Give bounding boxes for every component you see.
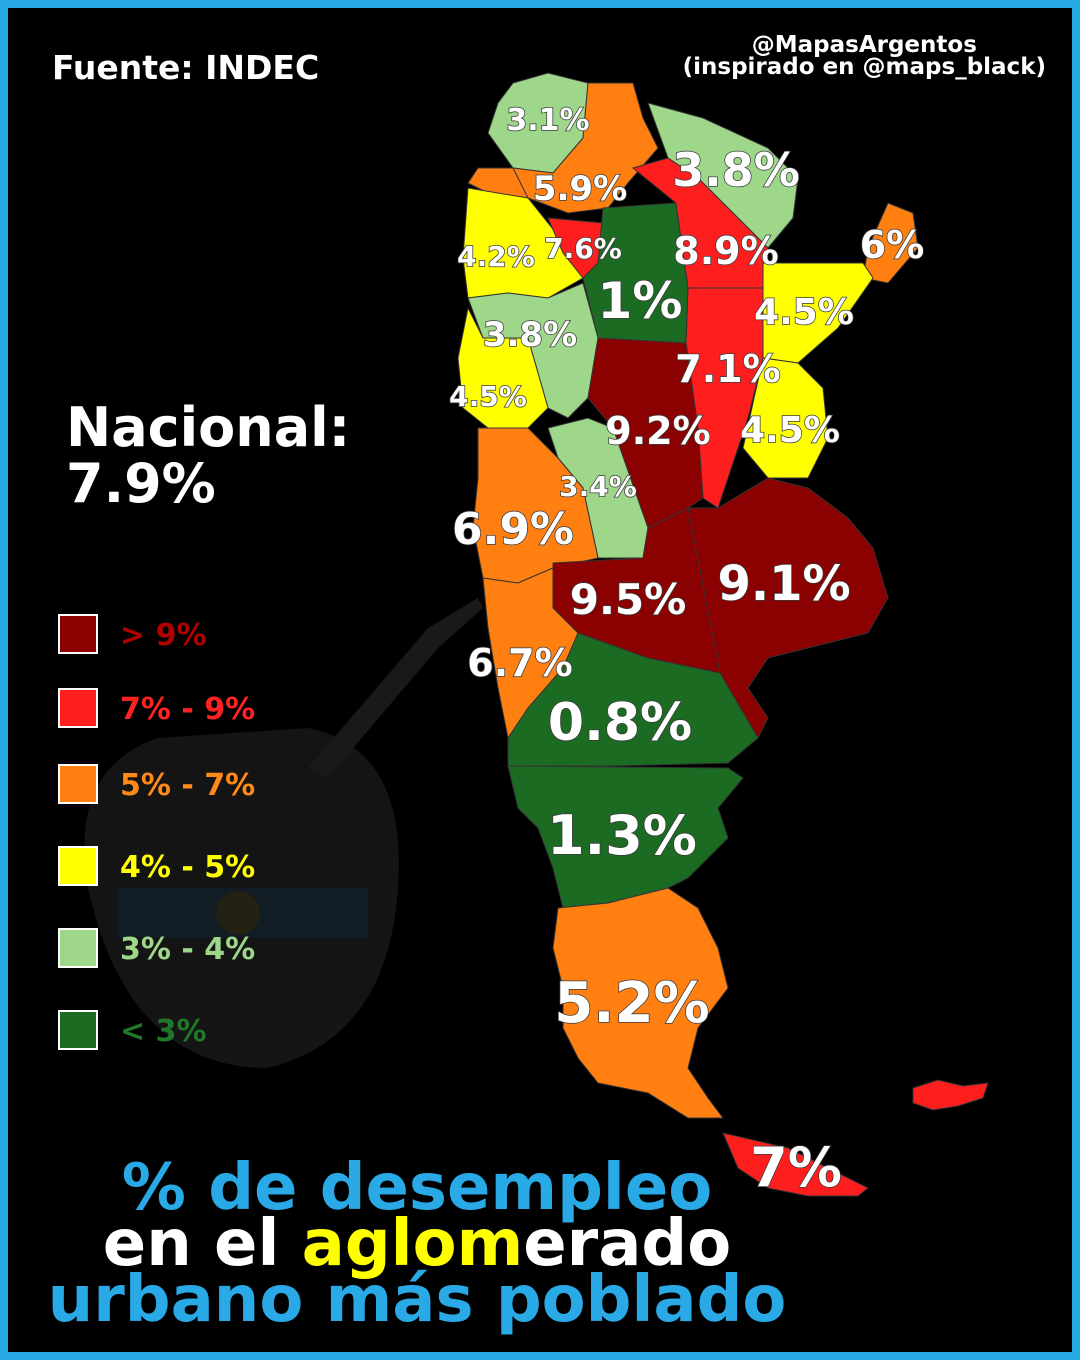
label-rio-negro: 0.8% bbox=[548, 693, 692, 753]
legend-label: 7% - 9% bbox=[120, 692, 256, 727]
region-santa-cruz bbox=[552, 887, 729, 1119]
title-line-2: en el aglomerado bbox=[8, 1212, 826, 1276]
label-santa-cruz: 5.2% bbox=[554, 971, 709, 1036]
label-misiones: 6% bbox=[860, 223, 925, 267]
argentina-map: 3.1% 5.9% 3.8% 4.2% 7.6% 1% 8.9% 6% 4.5%… bbox=[84, 72, 989, 1200]
label-san-juan: 4.5% bbox=[449, 380, 527, 413]
title-line-2c: erado bbox=[523, 1207, 732, 1281]
national-value: 7.9% bbox=[66, 452, 216, 515]
label-jujuy: 3.1% bbox=[506, 103, 589, 138]
label-neuquen: 6.7% bbox=[467, 641, 572, 685]
label-chaco: 8.9% bbox=[673, 229, 778, 273]
label-mendoza: 6.9% bbox=[452, 504, 574, 555]
region-chubut bbox=[507, 765, 744, 909]
label-corrientes: 4.5% bbox=[754, 292, 854, 333]
title-line-3: urbano más poblado bbox=[47, 1263, 787, 1337]
mate-silhouette bbox=[84, 598, 483, 1068]
label-santa-fe: 7.1% bbox=[675, 347, 780, 391]
legend-swatch bbox=[58, 1010, 98, 1050]
label-santiago: 1% bbox=[598, 272, 683, 330]
credit-inspired: (inspirado en @maps_black) bbox=[682, 54, 1046, 80]
legend-swatch bbox=[58, 764, 98, 804]
provinces bbox=[457, 72, 989, 1197]
label-buenos-aires: 9.1% bbox=[717, 556, 850, 612]
region-chaco bbox=[631, 157, 769, 289]
title-line-1: % de desempleo bbox=[121, 1151, 713, 1225]
credit-handle: @MapasArgentos bbox=[751, 32, 977, 58]
region-catamarca bbox=[462, 187, 584, 299]
label-tucuman: 7.6% bbox=[544, 232, 622, 265]
legend-swatch bbox=[58, 846, 98, 886]
label-cordoba: 9.2% bbox=[605, 409, 710, 453]
legend-label: > 9% bbox=[120, 618, 207, 653]
legend-label: < 3% bbox=[120, 1014, 207, 1049]
legend-label: 3% - 4% bbox=[120, 932, 256, 967]
region-malvinas bbox=[912, 1079, 989, 1111]
region-labels: 3.1% 5.9% 3.8% 4.2% 7.6% 1% 8.9% 6% 4.5%… bbox=[448, 102, 925, 1200]
region-rio-negro bbox=[507, 632, 759, 767]
main-title: % de desempleo en el aglomerado urbano m… bbox=[8, 1151, 826, 1337]
label-san-luis: 3.4% bbox=[559, 470, 637, 503]
legend-swatch bbox=[58, 614, 98, 654]
national-label: Nacional: bbox=[66, 396, 351, 459]
label-la-pampa: 9.5% bbox=[570, 575, 686, 624]
region-buenos-aires bbox=[687, 477, 889, 740]
label-formosa: 3.8% bbox=[672, 143, 800, 197]
region-misiones bbox=[862, 202, 919, 284]
region-entre-rios bbox=[742, 357, 829, 479]
legend-label: 4% - 5% bbox=[120, 850, 256, 885]
label-salta: 5.9% bbox=[533, 169, 627, 209]
credit-block: @MapasArgentos (inspirado en @maps_black… bbox=[682, 32, 1046, 80]
label-la-rioja: 3.8% bbox=[483, 315, 577, 355]
label-entre-rios: 4.5% bbox=[740, 410, 840, 451]
legend-label: 5% - 7% bbox=[120, 768, 256, 803]
title-line-2a: en el bbox=[102, 1207, 302, 1281]
source-label: Fuente: INDEC bbox=[52, 48, 320, 87]
label-catamarca: 4.2% bbox=[457, 240, 535, 273]
title-line-2b: aglom bbox=[301, 1207, 524, 1281]
region-tierra-del-fuego bbox=[722, 1132, 869, 1197]
label-tierra-del-fuego: 7% bbox=[750, 1136, 842, 1199]
legend-swatch bbox=[58, 928, 98, 968]
legend-swatch bbox=[58, 688, 98, 728]
label-chubut: 1.3% bbox=[547, 804, 697, 867]
